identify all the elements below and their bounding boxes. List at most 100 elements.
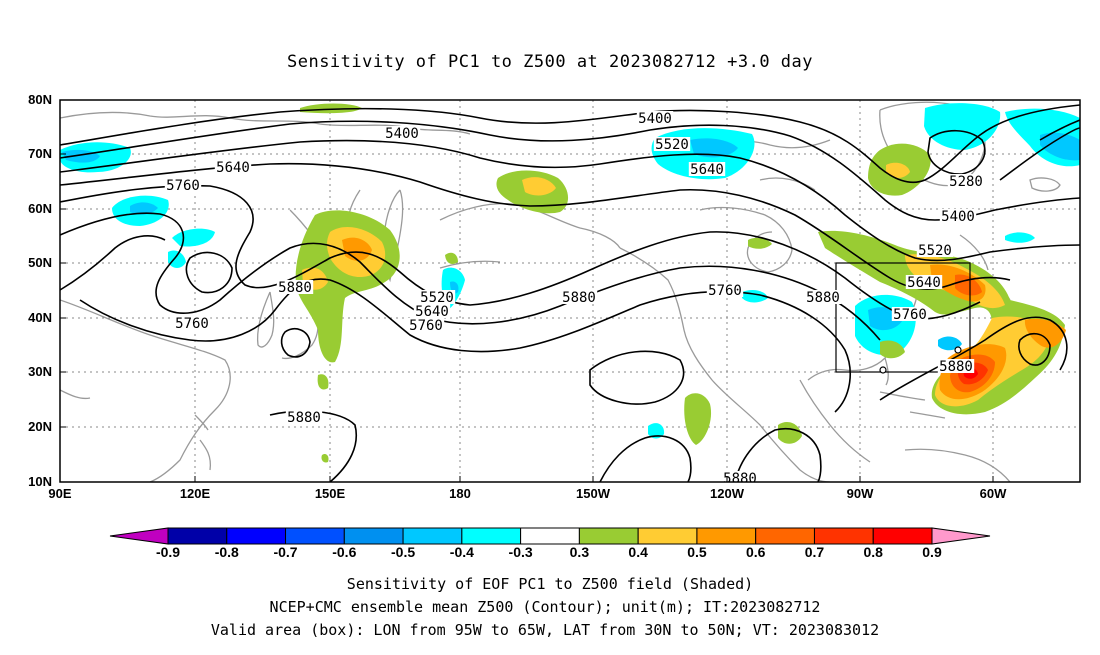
colorbar-label: -0.8 (215, 544, 239, 560)
contour-label-bg (706, 283, 744, 297)
colorbar-label: 0.9 (922, 544, 942, 560)
contour-label: 5880 (287, 410, 321, 426)
lat-label: 60N (28, 201, 52, 216)
contour-label-bg (947, 174, 985, 188)
lat-label: 20N (28, 419, 52, 434)
contour-label: 5880 (562, 290, 596, 306)
contour-label: 5640 (415, 304, 449, 320)
contour-label-bg (636, 111, 674, 125)
contour-label: 5760 (175, 316, 209, 332)
caption-line-2: NCEP+CMC ensemble mean Z500 (Contour); u… (270, 598, 821, 616)
contour-label-bg (905, 275, 943, 289)
colorbar-swatch (813, 527, 874, 545)
contour-label-bg (939, 209, 977, 223)
lon-label: 150W (576, 486, 611, 501)
contour-label-bg (804, 290, 842, 304)
contour-label: 5520 (918, 243, 952, 259)
contour-label-bg (413, 304, 451, 318)
colorbar-swatch (872, 527, 933, 545)
lat-label: 40N (28, 310, 52, 325)
colorbar-swatch (696, 527, 757, 545)
tick-marks (60, 99, 994, 482)
contour-label-bg (916, 243, 954, 257)
contour-label: 5640 (216, 160, 250, 176)
lon-label: 90E (48, 486, 71, 501)
contour-label: 5760 (166, 178, 200, 194)
contour-label: 5400 (385, 126, 419, 142)
colorbar-swatch (343, 527, 404, 545)
contour-label-bg (164, 178, 202, 192)
contour-label: 5520 (420, 290, 454, 306)
shade-pos-mexico (684, 393, 712, 445)
colorbar-label: -0.4 (450, 544, 474, 560)
lon-labels: 90E 120E 150E 180 150W 120W 90W 60W (48, 486, 1007, 501)
colorbar-label: -0.7 (273, 544, 297, 560)
marker-dot (954, 346, 962, 354)
contour-label: 5520 (655, 137, 689, 153)
contour-label: 5280 (949, 174, 983, 190)
colorbar-swatch (226, 527, 287, 545)
colorbar-swatch (402, 527, 463, 545)
lon-label: 120E (180, 486, 211, 501)
contour-label-bg (418, 290, 456, 304)
contour-label: 5880 (806, 290, 840, 306)
contour-label: 5880 (939, 359, 973, 375)
contour-label: 5640 (907, 275, 941, 291)
colorbar-swatch (578, 527, 639, 545)
contour-label-bg (383, 126, 421, 140)
colorbar-label: 0.8 (863, 544, 883, 560)
contour-label-bg (721, 471, 759, 482)
contour-label-bg (891, 307, 929, 321)
lat-labels: 80N 70N 60N 50N 40N 30N 20N 10N (28, 92, 52, 489)
contour-label: 5880 (278, 280, 312, 296)
colorbar-swatch (755, 527, 815, 545)
colorbar-label: 0.5 (687, 544, 707, 560)
colorbar-label: 0.3 (570, 544, 590, 560)
colorbar-swatch (520, 527, 580, 545)
contour-label: 5760 (708, 283, 742, 299)
contour-label-bg (653, 137, 691, 151)
colorbar-label: -0.9 (156, 544, 180, 560)
map-frame (59, 99, 1081, 483)
contour-label-bg (560, 290, 598, 304)
lat-label: 30N (28, 364, 52, 379)
colorbar-label: 0.7 (805, 544, 825, 560)
contour-label: 5400 (638, 111, 672, 127)
colorbar-label: 0.4 (628, 544, 648, 560)
lat-label: 70N (28, 146, 52, 161)
contour-label: 5760 (409, 318, 443, 334)
contour-label-bg (285, 410, 323, 424)
colorbar-swatch (637, 527, 698, 545)
caption-line-3: Valid area (box): LON from 95W to 65W, L… (211, 621, 879, 639)
lon-label: 60W (980, 486, 1007, 501)
contour-label: 5760 (893, 307, 927, 323)
colorbar-label: 0.6 (746, 544, 766, 560)
colorbar-swatch (461, 527, 522, 545)
contour-label-bg (407, 318, 445, 332)
lon-label: 150E (315, 486, 346, 501)
lat-label: 50N (28, 255, 52, 270)
lat-label: 10N (28, 474, 52, 489)
contour-label: 5640 (690, 162, 724, 178)
caption-line-1: Sensitivity of EOF PC1 to Z500 field (Sh… (347, 575, 753, 593)
figure-title: Sensitivity of PC1 to Z500 at 2023082712… (287, 52, 813, 72)
colorbar-max-arrow (931, 527, 991, 545)
valid-area-box (835, 262, 971, 373)
contour-label-bg (937, 359, 975, 373)
contour-label-bg (276, 280, 314, 294)
lat-label: 80N (28, 92, 52, 107)
colorbar: -0.9 -0.8 -0.7 -0.6 -0.5 -0.4 -0.3 0.3 0.4 0.5 0.6… (109, 527, 991, 560)
contour-label: 5400 (941, 209, 975, 225)
colorbar-label: -0.5 (391, 544, 415, 560)
colorbar-min-arrow (109, 527, 169, 545)
contour-label: 5880 (723, 471, 757, 487)
contour-label-bg (214, 160, 252, 174)
contour-label-bg (173, 316, 211, 330)
colorbar-swatch (167, 527, 228, 545)
lon-label: 120W (710, 486, 745, 501)
colorbar-label: -0.3 (509, 544, 533, 560)
colorbar-label: -0.6 (332, 544, 356, 560)
colorbar-swatch (285, 527, 345, 545)
